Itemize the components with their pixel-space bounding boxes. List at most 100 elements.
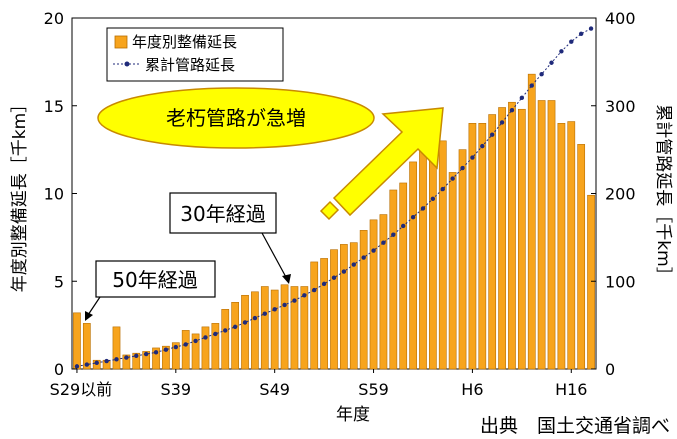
line-point	[391, 232, 396, 237]
line-point	[143, 351, 149, 357]
line-point	[262, 311, 267, 316]
bar	[577, 144, 586, 370]
line-point	[529, 83, 534, 88]
line-point	[193, 338, 198, 344]
x-tick-label: S29以前	[50, 380, 113, 399]
line-point	[420, 206, 426, 211]
x-tick-label: H16	[555, 380, 587, 399]
bar	[201, 326, 210, 370]
cumulative-line	[76, 28, 592, 367]
legend-box	[106, 27, 284, 82]
arrow-shaft	[332, 107, 444, 217]
bar	[251, 291, 259, 370]
bar	[409, 161, 417, 370]
x-tick-label: S49	[259, 380, 290, 399]
bar	[132, 352, 141, 370]
arrow-tail-stripe	[319, 200, 340, 221]
bar	[122, 354, 131, 370]
line-point	[163, 347, 169, 352]
bar	[547, 100, 556, 370]
y-left-tick-label: 0	[54, 360, 64, 379]
bar	[280, 284, 289, 370]
y-left-tick-label: 10	[44, 185, 64, 204]
bar	[320, 258, 328, 370]
line-point	[410, 214, 416, 220]
line-point	[450, 176, 455, 181]
line-point	[223, 328, 228, 333]
y-axis-right-title: 累計管路延長［千km］	[653, 104, 673, 283]
bar	[537, 100, 546, 370]
bar	[349, 242, 358, 370]
callout-50-pointer	[87, 296, 101, 316]
bar	[152, 347, 160, 370]
bar	[429, 133, 437, 370]
bar	[162, 345, 170, 370]
bar	[458, 149, 467, 370]
legend-line-label: 累計管路延長	[145, 56, 235, 74]
line-series	[74, 26, 594, 369]
y-axis-left-title: 年度別整備延長［千km］	[10, 96, 30, 292]
bar	[181, 330, 190, 370]
line-point	[480, 143, 485, 149]
line-point	[460, 165, 465, 171]
bar	[290, 286, 299, 370]
line-point	[312, 287, 317, 293]
bar	[567, 121, 576, 370]
bar	[270, 289, 279, 370]
bar	[587, 194, 595, 370]
bar	[112, 326, 121, 370]
bar	[82, 323, 91, 370]
y-right-tick-label: 400	[605, 9, 636, 28]
bar	[468, 123, 477, 370]
bar	[73, 312, 81, 370]
bar	[508, 101, 516, 370]
bar	[488, 114, 497, 370]
line-point	[401, 223, 406, 229]
source-note: 出典 国土交通省調べ	[480, 415, 670, 437]
line-point	[588, 26, 594, 31]
bar	[191, 333, 200, 370]
line-point	[361, 255, 366, 260]
line-point	[292, 298, 297, 303]
line-point	[94, 360, 99, 366]
bar	[300, 286, 309, 370]
line-point	[341, 269, 347, 274]
x-tick-label: H6	[461, 380, 483, 399]
y-right-tick-label: 300	[605, 97, 636, 116]
line-point	[134, 353, 139, 359]
bar	[389, 189, 398, 370]
bar	[517, 108, 526, 370]
line-point	[331, 275, 337, 280]
line-point	[371, 248, 376, 253]
callout-50-box	[95, 260, 216, 298]
bar-series	[73, 73, 595, 370]
callout-50-arrowhead	[85, 311, 93, 321]
bar	[340, 244, 348, 370]
line-point	[183, 342, 188, 347]
y-left-tick-label: 20	[44, 9, 64, 28]
bar	[221, 309, 230, 370]
line-point	[499, 120, 505, 125]
bar	[419, 149, 427, 370]
bubble-ellipse	[97, 87, 375, 149]
x-axis-title: 年度	[336, 405, 370, 425]
line-point	[84, 362, 90, 367]
callout-30-years: 30年経過	[169, 192, 291, 284]
line-point	[114, 357, 119, 362]
line-point	[351, 262, 356, 267]
bar	[379, 214, 388, 370]
y-left-tick-label: 5	[54, 272, 64, 291]
y-right-tick-label: 200	[605, 185, 636, 204]
line-point	[430, 196, 436, 201]
y-left-tick-label: 15	[44, 97, 64, 116]
line-point	[203, 335, 208, 340]
line-point	[559, 49, 564, 54]
callout-30-box	[169, 192, 277, 234]
x-tick-label: S39	[161, 380, 192, 399]
bar	[557, 123, 566, 370]
bar	[399, 182, 408, 370]
bar	[448, 172, 457, 370]
callout-50-years: 50年経過	[85, 260, 216, 321]
bubble-callout: 老朽管路が急増	[97, 87, 375, 149]
